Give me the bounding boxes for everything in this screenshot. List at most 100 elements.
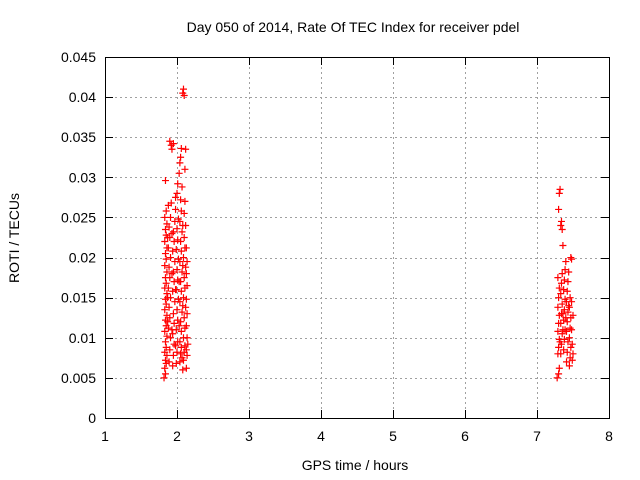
data-point [169,362,177,370]
data-point [165,358,173,366]
data-point [557,221,565,229]
plot-frame [105,57,610,419]
data-point [184,340,192,348]
data-point [182,295,190,303]
x-tick-label: 6 [461,428,469,444]
data-point [163,332,171,340]
data-point [179,221,187,229]
data-point [175,278,183,286]
y-tick-label: 0 [88,410,96,426]
data-point [166,346,174,354]
data-point [177,153,185,161]
data-point [177,238,185,246]
x-tick-label: 1 [101,428,109,444]
data-point [167,334,175,342]
data-point [164,318,172,326]
data-point [163,268,171,276]
y-tick-label: 0.025 [61,209,96,225]
data-point [179,254,187,262]
data-point [165,223,173,231]
x-axis-label: GPS time / hours [302,457,409,473]
data-point [176,298,184,306]
data-point [165,263,173,271]
data-point [166,274,174,282]
y-tick-label: 0.01 [69,330,96,346]
data-point [557,217,565,225]
data-point [178,268,186,276]
data-point [568,340,576,348]
data-point [555,284,563,292]
data-point [180,274,188,282]
data-point [559,310,567,318]
data-point [177,343,185,351]
data-point [179,366,187,374]
data-point [182,145,190,153]
data-point [176,159,184,167]
data-point [568,356,576,364]
data-point [161,370,169,378]
data-point [555,370,563,378]
data-point [161,364,169,372]
data-point [555,294,563,302]
data-point [553,374,561,382]
data-points [160,85,577,382]
data-point [182,270,190,278]
data-point [162,343,170,351]
data-point [566,324,574,332]
data-point [174,180,182,188]
data-point [173,306,181,314]
data-point [163,290,171,298]
data-point [567,254,575,262]
data-point [564,338,572,346]
data-point [565,268,573,276]
data-point [172,246,180,254]
data-point [177,247,185,255]
data-point [554,327,562,335]
data-point [170,319,178,327]
data-point [177,350,185,358]
data-point [164,234,172,241]
data-point [560,276,568,284]
data-point [183,351,191,359]
data-point [177,287,185,295]
x-tick-label: 4 [317,428,325,444]
y-axis: 0 0.005 0.01 0.015 0.02 0.025 0.03 0.035 0.04 0.0… [61,49,609,426]
data-point [567,343,575,351]
data-point [565,362,573,370]
data-point [562,258,570,266]
data-point [555,189,563,197]
data-point [177,196,185,204]
data-point [167,213,175,221]
data-point [168,326,176,334]
data-point [166,314,174,322]
data-point [179,262,187,270]
data-point [180,209,188,217]
data-point [177,144,185,152]
data-point [173,189,181,197]
data-point [565,303,573,311]
data-point [177,327,185,335]
data-point [161,177,169,185]
data-point [172,359,180,367]
data-point [161,348,169,356]
data-point [164,244,172,252]
data-point [183,258,191,266]
data-point [173,225,181,233]
data-point [560,335,568,343]
data-point [169,247,177,255]
data-point [558,300,566,308]
y-axis-label: ROTI / TECUs [6,193,22,283]
data-point [568,326,576,334]
data-point [161,225,169,233]
data-point [563,327,571,335]
data-point [564,308,572,316]
data-point [183,334,191,342]
data-point [565,302,573,310]
y-tick-label: 0.015 [61,290,96,306]
data-point [180,234,188,241]
data-point [169,268,177,276]
data-point [168,270,176,278]
data-point [173,266,181,274]
data-point [169,228,177,236]
